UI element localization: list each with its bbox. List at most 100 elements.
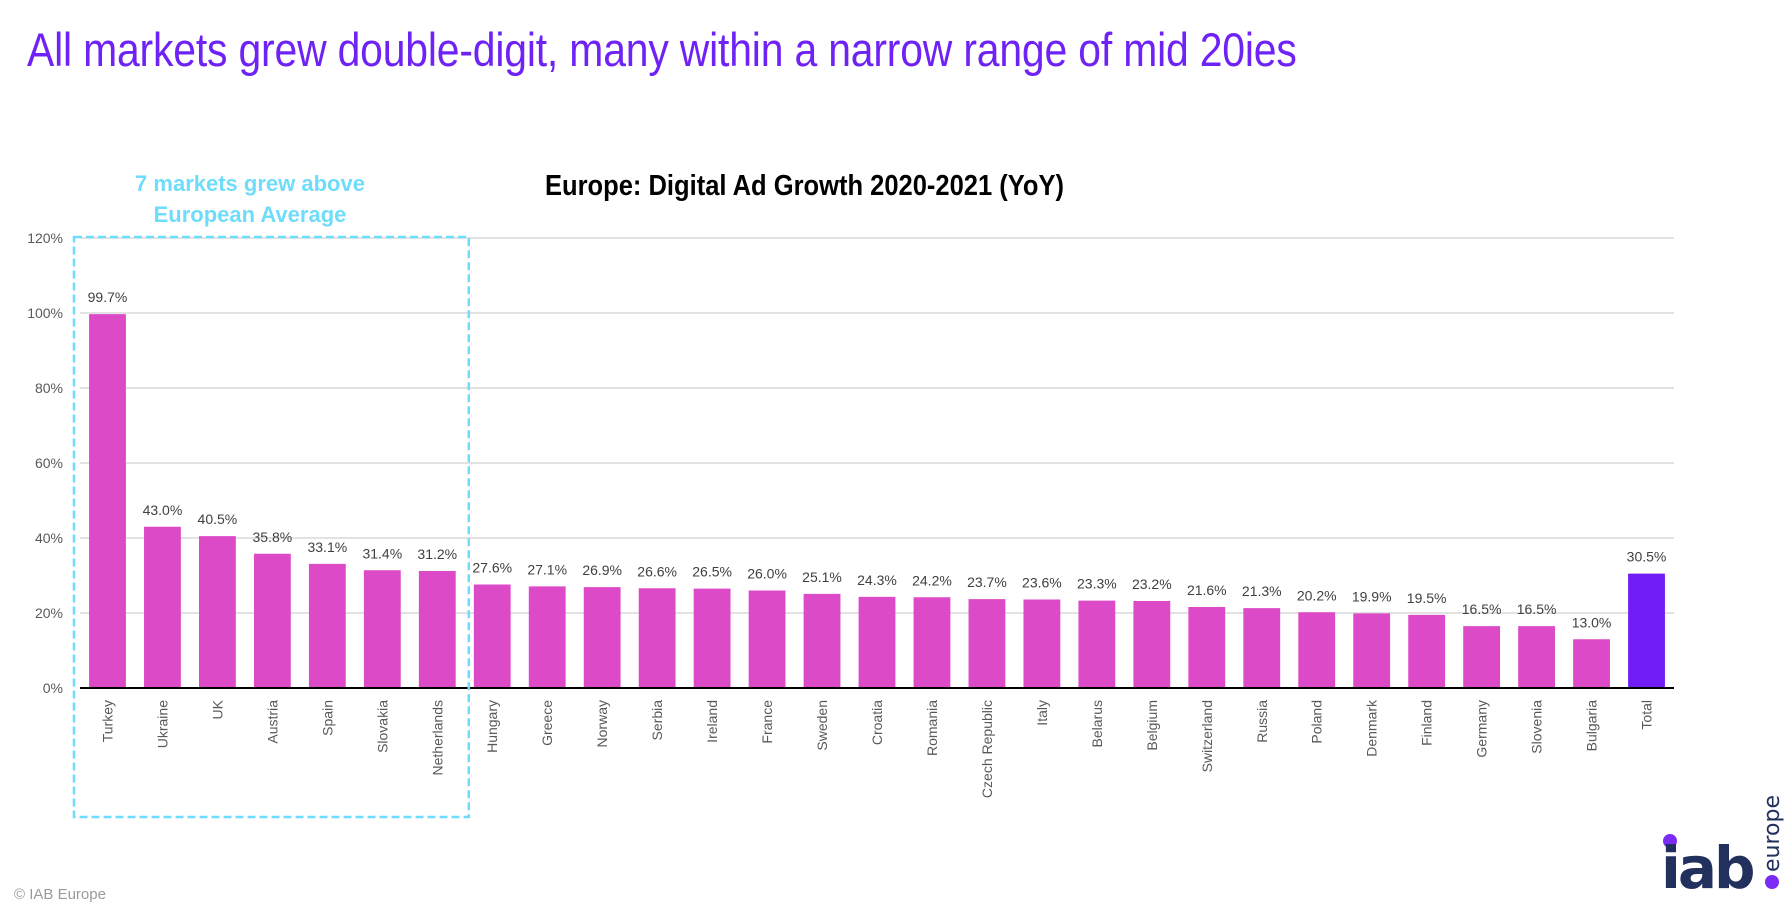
data-label: 99.7% [88,289,128,305]
bar-belarus [1078,600,1116,688]
bar-romania [913,597,951,688]
chart-title: Europe: Digital Ad Growth 2020-2021 (YoY… [545,170,1065,202]
bar-slovakia [363,570,401,688]
bar-germany [1463,626,1501,688]
data-label: 40.5% [198,511,238,527]
annotation-text: 7 markets grew above European Average [100,168,400,230]
x-tick-label: Total [1639,700,1655,730]
data-label: 21.3% [1242,583,1282,599]
bar-switzerland [1188,607,1226,688]
bar-croatia [858,596,896,688]
bar-greece [528,586,566,688]
bar-finland [1408,614,1446,688]
data-label: 31.4% [362,545,402,561]
bar-bulgaria [1573,639,1610,688]
data-label: 24.3% [857,572,897,588]
logo-europe-dot [1765,875,1779,889]
bar-hungary [473,584,511,688]
annotation-dashed-box [72,235,471,819]
data-label: 23.2% [1132,576,1172,592]
x-tick-label: Russia [1254,700,1270,743]
data-label: 31.2% [417,546,457,562]
data-label: 13.0% [1572,614,1612,630]
bar-poland [1298,612,1336,688]
x-tick-label: Bulgaria [1584,700,1600,752]
data-label: 30.5% [1627,549,1667,565]
data-label: 27.6% [472,560,512,576]
x-tick-label: Ukraine [154,700,170,748]
data-label: 20.2% [1297,587,1337,603]
y-tick-label: 20% [35,605,63,621]
bar-turkey [89,314,126,688]
data-label: 16.5% [1462,601,1502,617]
bar-ukraine [144,526,181,688]
bar-spain [308,563,346,688]
bar-netherlands [418,571,456,688]
bars [89,314,1665,688]
data-label: 19.9% [1352,588,1392,604]
copyright-footer: © IAB Europe [14,886,106,903]
annotation-line-2: European Average [153,202,347,227]
bar-sweden [803,593,841,688]
data-label: 26.6% [637,563,677,579]
y-tick-label: 60% [35,455,63,471]
x-tick-label: Austria [264,700,280,744]
x-tick-label: Netherlands [429,700,445,776]
bar-serbia [638,588,676,688]
bar-italy [1023,599,1061,688]
bar-czech-republic [968,599,1006,688]
data-label: 27.1% [527,561,567,577]
x-tick-label: Belarus [1089,700,1105,747]
data-label: 26.9% [582,562,622,578]
y-tick-label: 40% [35,530,63,546]
x-tick-label: Germany [1474,700,1490,758]
x-tick-label: Sweden [814,700,830,751]
data-label: 25.1% [802,569,842,585]
data-label: 43.0% [143,502,183,518]
x-tick-label: Poland [1309,700,1325,744]
x-tick-label: Italy [1034,700,1050,726]
bar-uk [199,536,236,688]
x-tick-label: Hungary [484,700,500,753]
x-tick-label: Slovakia [374,700,390,753]
bar-slovenia [1518,626,1555,688]
x-tick-label: UK [209,699,225,719]
x-tick-label: Switzerland [1199,700,1215,772]
data-label: 21.6% [1187,582,1227,598]
x-tick-label: Romania [924,700,940,756]
iab-europe-logo: iab europe [1661,795,1785,893]
x-tick-label: Spain [319,700,335,736]
x-tick-label: Croatia [869,700,885,745]
x-tick-label: Finland [1419,700,1435,746]
x-tick-label: Czech Republic [979,700,995,798]
data-label: 19.5% [1407,590,1447,606]
bar-denmark [1353,613,1391,688]
bar-france [748,590,786,688]
data-label: 23.7% [967,574,1007,590]
x-tick-label: Greece [539,700,555,746]
bar-belgium [1133,601,1171,688]
data-label: 26.0% [747,566,787,582]
bar-norway [583,587,621,688]
data-label: 26.5% [692,564,732,580]
bar-austria [253,553,291,688]
y-tick-label: 100% [27,305,63,321]
logo-sub-text: europe [1760,795,1785,872]
y-tick-label: 0% [43,680,63,696]
data-label: 33.1% [307,539,347,555]
x-tick-label: France [759,700,775,744]
gridlines [80,237,1674,614]
data-labels: 99.7% 43.0% 40.5% 35.8% 33.1% 31.4% 31.2% 27.6%… [88,289,1667,630]
slide-title: All markets grew double-digit, many with… [27,23,1297,76]
data-label: 35.8% [253,529,293,545]
logo-i-dot [1663,834,1677,848]
logo-main-text: iab [1661,834,1753,893]
x-tick-label: Slovenia [1529,700,1545,754]
data-label: 23.6% [1022,575,1062,591]
data-label: 16.5% [1517,601,1557,617]
x-tick-label: Turkey [99,700,115,742]
bar-total [1628,573,1665,688]
x-tick-label: Ireland [704,700,720,743]
y-tick-label: 80% [35,380,63,396]
